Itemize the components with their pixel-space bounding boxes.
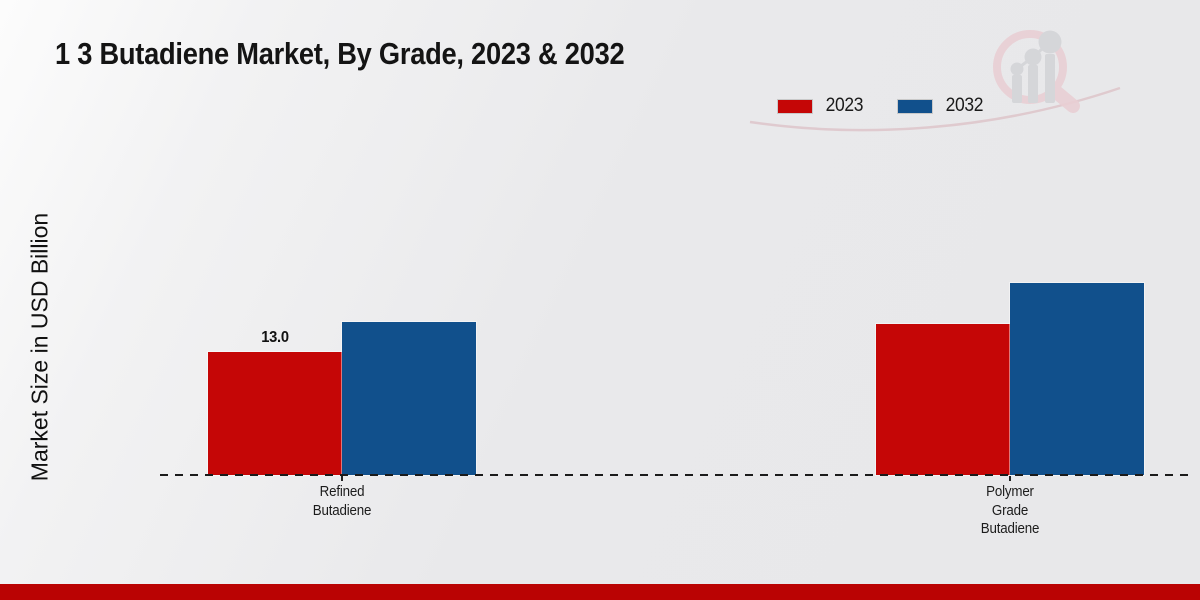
x-axis-tick [341,476,343,481]
chart-legend: 2023 2032 [777,95,984,117]
bar-2032-category-2 [1010,283,1144,475]
legend-item-2032: 2032 [896,95,985,117]
magnifier-bar-chart-logo-icon [993,30,1080,113]
legend-label: 2032 [945,95,983,116]
x-axis-baseline [160,474,1192,476]
legend-item-2023: 2023 [777,95,865,117]
legend-swatch [777,98,813,114]
legend-label: 2023 [825,95,864,116]
category-label: Refined Butadiene [312,484,372,519]
x-axis-tick [1009,476,1011,481]
bar-2023-category-2 [876,324,1010,475]
page-title: 1 3 Butadiene Market, By Grade, 2023 & 2… [55,36,625,71]
bar-2032-category-1 [342,322,476,475]
legend-swatch [896,98,933,114]
category-label: Polymer Grade Butadiene [980,484,1040,537]
footer-bar [0,584,1200,600]
bar-2023-category-1 [208,352,342,475]
bar-value-label: 13.0 [261,329,289,346]
brand-logo [985,26,1087,114]
